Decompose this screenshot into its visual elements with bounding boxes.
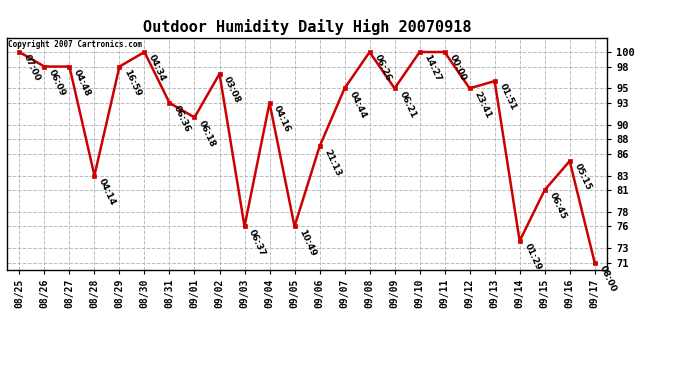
Text: 16:59: 16:59 [122,68,143,98]
Text: 04:14: 04:14 [97,177,117,207]
Text: 04:16: 04:16 [273,104,293,134]
Text: 06:36: 06:36 [172,104,193,134]
Text: 04:34: 04:34 [147,53,168,83]
Title: Outdoor Humidity Daily High 20070918: Outdoor Humidity Daily High 20070918 [143,19,471,35]
Text: 01:29: 01:29 [522,242,543,272]
Text: 14:27: 14:27 [422,53,443,83]
Text: 00:00: 00:00 [447,53,467,83]
Text: 06:18: 06:18 [197,119,217,148]
Text: 10:49: 10:49 [297,228,317,258]
Text: 06:45: 06:45 [547,192,568,221]
Text: 03:08: 03:08 [222,75,242,105]
Text: 06:21: 06:21 [397,90,417,119]
Text: 04:48: 04:48 [72,68,92,98]
Text: 06:26: 06:26 [373,53,393,83]
Text: 08:00: 08:00 [598,264,618,294]
Text: 06:37: 06:37 [247,228,268,258]
Text: Copyright 2007 Cartronics.com: Copyright 2007 Cartronics.com [8,40,142,49]
Text: 01:51: 01:51 [497,82,518,112]
Text: 05:15: 05:15 [573,162,593,192]
Text: 07:00: 07:00 [22,53,42,83]
Text: 06:09: 06:09 [47,68,68,98]
Text: 21:13: 21:13 [322,148,343,178]
Text: 23:41: 23:41 [473,90,493,120]
Text: 04:44: 04:44 [347,90,368,120]
